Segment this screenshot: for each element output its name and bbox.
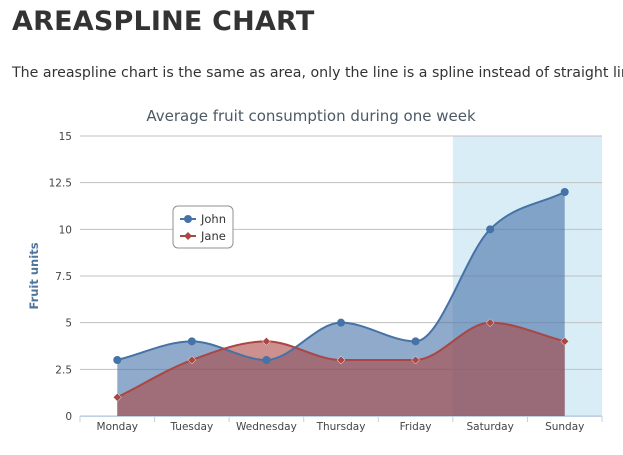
series-areas-group [117, 192, 565, 416]
legend-item-jane[interactable]: Jane [180, 229, 226, 243]
point-john[interactable] [411, 337, 420, 346]
chart-container: 0 2.5 5 7.5 10 12.5 15 Monday Tuesday Wednesday Th… [0, 100, 623, 455]
point-john[interactable] [187, 337, 196, 346]
point-jane[interactable] [187, 355, 197, 365]
point-jane[interactable] [411, 355, 420, 365]
y-tick-label: 5 [65, 318, 72, 330]
x-tick-label: Monday [97, 421, 138, 433]
x-tick-label: Tuesday [169, 421, 213, 433]
chart-title: Average fruit consumption during one wee… [146, 107, 476, 125]
point-jane[interactable] [336, 355, 346, 365]
x-tick-label: Wednesday [236, 421, 297, 433]
legend-item-john[interactable]: John [180, 212, 226, 226]
legend[interactable]: John Jane [172, 205, 234, 249]
areaspline-chart: 0 2.5 5 7.5 10 12.5 15 Monday Tuesday Wednesday Th… [27, 107, 603, 433]
y-tick-label: 2.5 [55, 364, 72, 376]
x-tick-label: Friday [400, 421, 432, 433]
y-tick-label: 10 [59, 224, 72, 236]
point-jane[interactable] [112, 392, 122, 402]
legend-label: John [200, 212, 226, 226]
legend-diamond-icon [184, 232, 192, 240]
x-tick-label: Thursday [316, 421, 366, 433]
point-john[interactable] [113, 356, 122, 364]
legend-label: Jane [200, 229, 226, 243]
point-john[interactable] [262, 356, 271, 364]
axes-group: 0 2.5 5 7.5 10 12.5 15 Monday Tuesday Wednesday Th… [49, 131, 603, 433]
legend-circle-icon [184, 215, 192, 223]
y-tick-label: 0 [65, 411, 72, 423]
point-jane[interactable] [560, 336, 570, 346]
markers-group [112, 188, 570, 402]
point-john[interactable] [486, 225, 495, 234]
point-john[interactable] [560, 188, 569, 196]
page-description: The areaspline chart is the same as area… [12, 65, 623, 81]
point-john[interactable] [337, 318, 345, 327]
area-jane [117, 322, 565, 416]
y-axis-title: Fruit units [27, 242, 41, 309]
point-jane[interactable] [262, 336, 271, 346]
x-tick-label: Saturday [466, 421, 513, 433]
point-jane[interactable] [485, 318, 495, 328]
y-tick-label: 7.5 [55, 271, 72, 283]
page-title: AREASPLINE CHART [12, 6, 315, 37]
x-tick-label: Sunday [545, 421, 584, 433]
y-tick-label: 12.5 [49, 178, 72, 190]
y-tick-label: 15 [59, 131, 72, 143]
